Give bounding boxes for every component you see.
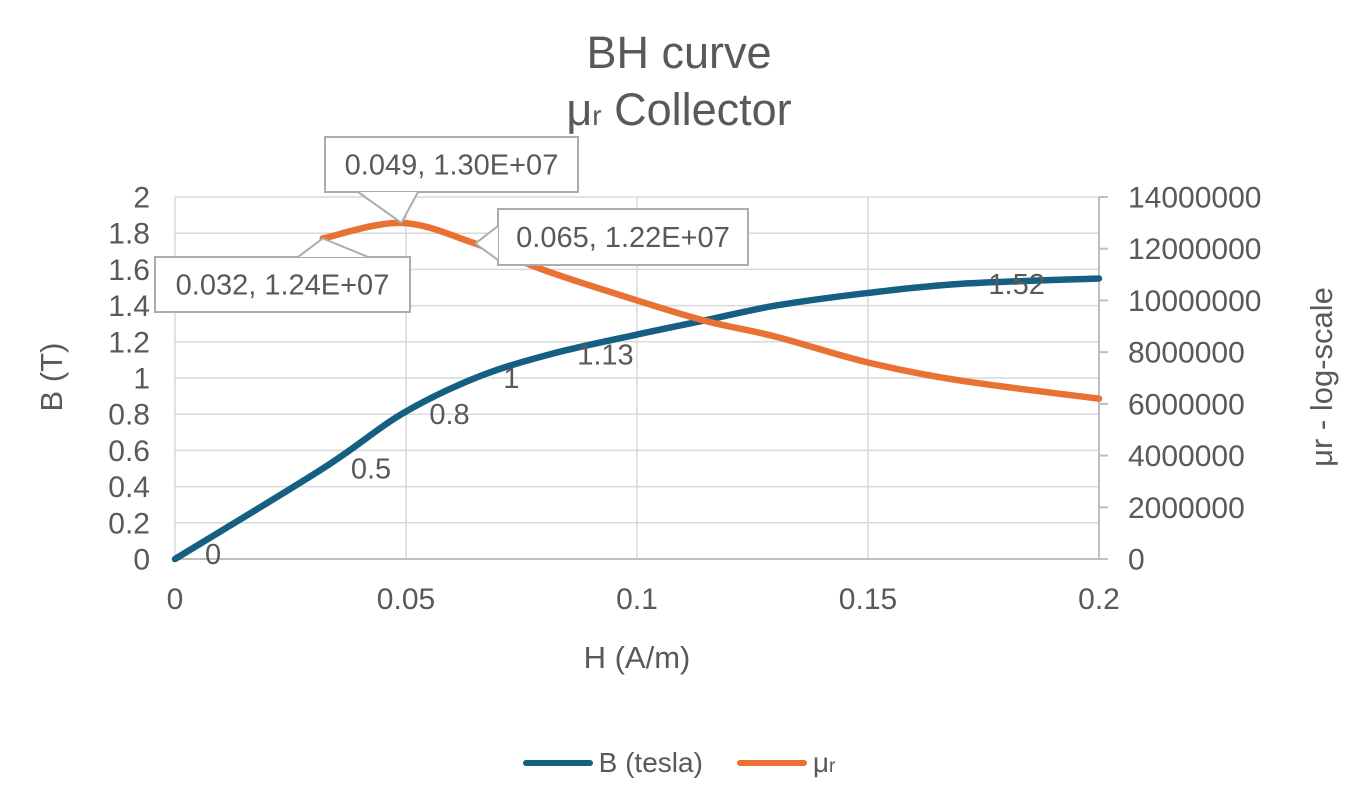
y-axis-left-tick-label: 0.6: [108, 435, 150, 468]
x-axis-tick-label: 0: [167, 583, 184, 616]
legend-label-b: B (tesla): [598, 747, 703, 778]
y-axis-left-tick-label: 1.6: [108, 254, 150, 287]
y-axis-right-tick-label: 0: [1128, 544, 1145, 577]
x-axis-title: H (A/m): [583, 640, 691, 675]
y-axis-right-tick-label: 12000000: [1128, 233, 1261, 266]
callout-leader-line: [400, 191, 419, 224]
y-axis-left-title: B (T): [34, 342, 69, 412]
callout-leader-line: [474, 225, 499, 245]
y-axis-right-tick-label: 4000000: [1128, 440, 1245, 473]
y-axis-right-tick-label: 2000000: [1128, 492, 1245, 525]
legend-line-swatch-mur: [736, 760, 807, 766]
legend-item-b-tesla: B (tesla): [522, 747, 703, 779]
chart-title-line2: μr Collector: [0, 81, 1358, 144]
y-axis-left-tick-label: 2: [133, 182, 150, 215]
y-axis-left-tick-label: 1.2: [108, 326, 150, 359]
y-axis-right-title: μr - log-scale: [1304, 287, 1339, 467]
y-axis-left-tick-label: 0: [133, 544, 150, 577]
callout-label: 0.065, 1.22E+07: [516, 222, 730, 254]
callout-box: [154, 256, 411, 313]
legend-label-mu-subscript: r: [829, 756, 836, 777]
series-line-mur: [319, 219, 1103, 402]
legend-label-mur: μr: [813, 747, 835, 779]
y-axis-right-tick-label: 8000000: [1128, 337, 1245, 370]
data-label: 1.52: [988, 269, 1044, 301]
y-axis-right-tick-label: 6000000: [1128, 388, 1245, 421]
callout-leader-line: [474, 242, 499, 261]
chart-title-rest: Collector: [601, 84, 792, 135]
callout-leader-line: [297, 237, 324, 258]
legend-label-mu: μ: [812, 747, 830, 778]
data-label: 0: [205, 539, 221, 571]
x-axis-tick-label: 0.15: [839, 583, 897, 616]
callout-leader-line: [357, 191, 402, 224]
callout-leader-line: [322, 237, 369, 258]
callout-label: 0.032, 1.24E+07: [176, 270, 390, 302]
y-axis-left-tick-label: 0.4: [108, 471, 150, 504]
x-axis-tick-label: 0.05: [377, 583, 435, 616]
callout-label: 0.049, 1.30E+07: [345, 150, 559, 182]
data-label: 0.5: [351, 454, 391, 486]
callout-box: [324, 136, 579, 193]
legend: B (tesla) μr: [0, 745, 1358, 781]
y-axis-left-tick-label: 0.8: [108, 399, 150, 432]
data-label: 0.8: [429, 399, 469, 431]
callout-box: [497, 208, 749, 266]
callout-pointer: [358, 192, 418, 223]
y-axis-left-tick-label: 1: [133, 363, 150, 396]
callout-pointer: [475, 226, 498, 260]
chart-title: BH curve μr Collector: [0, 24, 1358, 144]
legend-line-swatch-b: [522, 760, 593, 766]
y-axis-right-tick-label: 14000000: [1128, 182, 1261, 215]
y-axis-left-tick-label: 1.8: [108, 218, 150, 251]
x-axis-tick-label: 0.1: [616, 583, 658, 616]
data-label: 1.13: [577, 339, 633, 371]
chart-title-mu-subscript: r: [592, 100, 602, 131]
callout-pointer: [298, 238, 368, 257]
x-axis-tick-label: 0.2: [1078, 583, 1120, 616]
chart-title-mu: μ: [566, 84, 593, 135]
y-axis-left-tick-label: 0.2: [108, 507, 150, 540]
y-axis-right-tick-label: 10000000: [1128, 285, 1261, 318]
legend-item-mur: μr: [736, 747, 835, 779]
series-line-b-tesla: [171, 275, 1103, 563]
chart-title-line1: BH curve: [586, 27, 772, 78]
y-axis-left-tick-label: 1.4: [108, 290, 150, 323]
data-label: 1: [503, 363, 519, 395]
